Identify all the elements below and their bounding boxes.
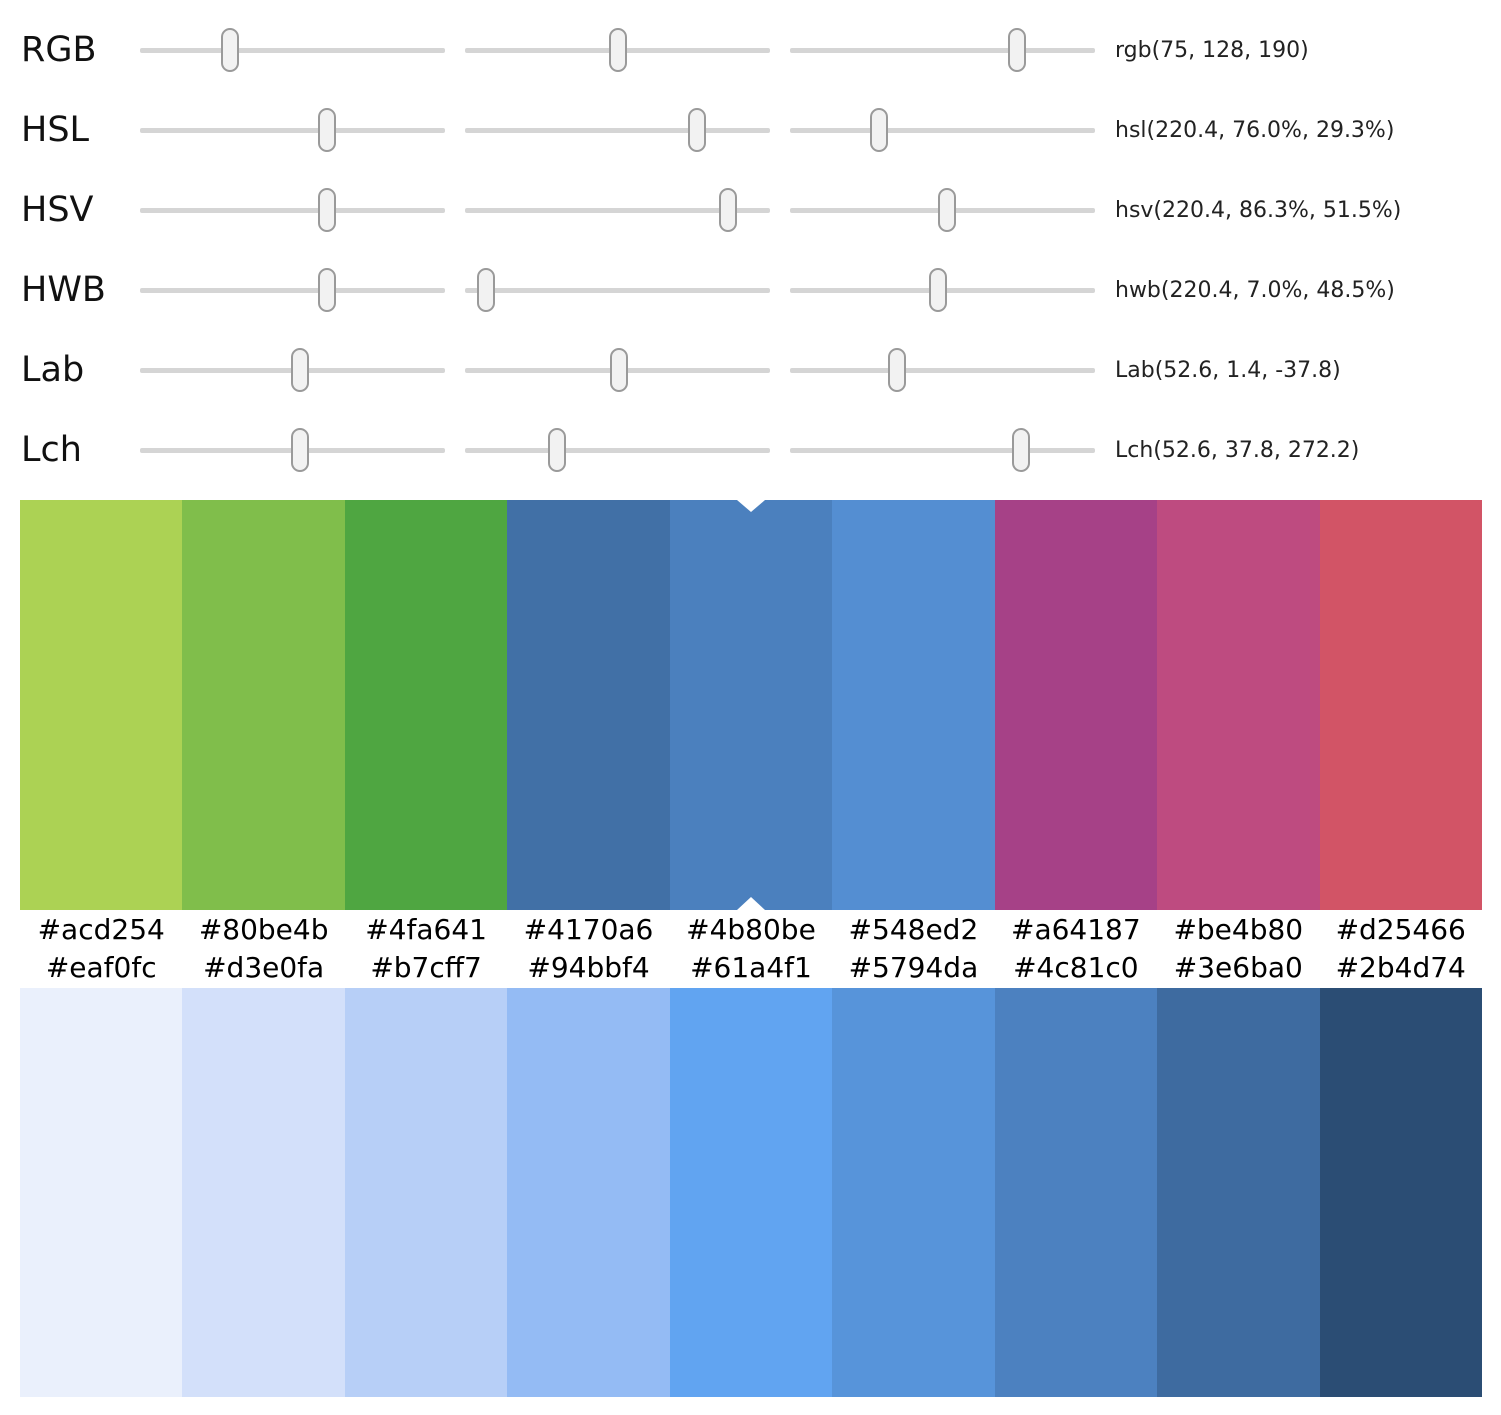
slider-thumb[interactable] bbox=[719, 188, 738, 232]
palette-swatch[interactable] bbox=[1319, 500, 1482, 910]
hex-label: #4fa641 bbox=[365, 913, 487, 946]
lch-slider-track-3[interactable] bbox=[790, 428, 1095, 472]
selection-marker-bottom bbox=[736, 897, 765, 910]
hex-label: #80be4b bbox=[198, 913, 329, 946]
color-value-text: hsv(220.4, 86.3%, 51.5%) bbox=[1115, 197, 1402, 223]
lab-slider-track-1[interactable] bbox=[140, 348, 445, 392]
palette-swatch[interactable] bbox=[1157, 500, 1320, 910]
slider-thumb[interactable] bbox=[888, 348, 907, 392]
slider-row-lch: Lch Lch(52.6, 37.8, 272.2) bbox=[0, 410, 1401, 490]
rgb-slider-track-2[interactable] bbox=[465, 28, 770, 72]
hsl-slider-track-3[interactable] bbox=[790, 108, 1095, 152]
slider-thumb[interactable] bbox=[870, 108, 889, 152]
hex-label: #acd254 bbox=[37, 913, 165, 946]
palette-swatch[interactable] bbox=[832, 500, 995, 910]
hsl-slider-track-1[interactable] bbox=[140, 108, 445, 152]
palette-swatch[interactable] bbox=[669, 988, 833, 1397]
slider-row-hsl: HSL hsl(220.4, 76.0%, 29.3%) bbox=[0, 90, 1401, 170]
colorspace-label: HWB bbox=[21, 270, 106, 310]
hsv-slider-track-1[interactable] bbox=[140, 188, 445, 232]
palette-swatch[interactable] bbox=[344, 988, 508, 1397]
slider-row-lab: Lab Lab(52.6, 1.4, -37.8) bbox=[0, 330, 1401, 410]
colorspace-label: HSL bbox=[21, 110, 90, 150]
selection-marker-top bbox=[736, 500, 765, 512]
slider-thumb[interactable] bbox=[291, 428, 310, 472]
slider-thumb[interactable] bbox=[317, 108, 336, 152]
slider-thumb[interactable] bbox=[477, 268, 496, 312]
palette-swatch[interactable] bbox=[1319, 988, 1482, 1397]
hex-label: #5794da bbox=[848, 951, 979, 984]
slider-row-hsv: HSV hsv(220.4, 86.3%, 51.5%) bbox=[0, 170, 1401, 250]
color-value-text: rgb(75, 128, 190) bbox=[1115, 37, 1309, 63]
slider-thumb[interactable] bbox=[610, 348, 629, 392]
hwb-slider-track-2[interactable] bbox=[465, 268, 770, 312]
hex-label: #a64187 bbox=[1010, 913, 1141, 946]
colorspace-label: HSV bbox=[21, 190, 94, 230]
slider-thumb[interactable] bbox=[687, 108, 706, 152]
slider-thumb[interactable] bbox=[609, 28, 628, 72]
hex-label: #b7cff7 bbox=[370, 951, 482, 984]
colorspace-label: RGB bbox=[21, 30, 97, 70]
palette-lightness-scale bbox=[20, 988, 1482, 1397]
lch-slider-track-2[interactable] bbox=[465, 428, 770, 472]
color-value-text: hsl(220.4, 76.0%, 29.3%) bbox=[1115, 117, 1395, 143]
hex-labels-lightness-scale: #eaf0fc #d3e0fa #b7cff7 #94bbf4 #61a4f1 … bbox=[20, 948, 1482, 988]
palette-swatch[interactable] bbox=[994, 988, 1158, 1397]
hex-label: #4170a6 bbox=[523, 913, 654, 946]
hex-label: #94bbf4 bbox=[527, 951, 650, 984]
color-value-text: Lch(52.6, 37.8, 272.2) bbox=[1115, 437, 1360, 463]
hsv-slider-track-3[interactable] bbox=[790, 188, 1095, 232]
slider-row-hwb: HWB hwb(220.4, 7.0%, 48.5%) bbox=[0, 250, 1401, 330]
slider-thumb[interactable] bbox=[928, 268, 947, 312]
colorspace-label: Lch bbox=[21, 430, 82, 470]
color-value-text: hwb(220.4, 7.0%, 48.5%) bbox=[1115, 277, 1395, 303]
slider-thumb[interactable] bbox=[1008, 28, 1027, 72]
hwb-slider-track-3[interactable] bbox=[790, 268, 1095, 312]
hwb-slider-track-1[interactable] bbox=[140, 268, 445, 312]
hex-label: #61a4f1 bbox=[690, 951, 812, 984]
slider-row-rgb: RGB rgb(75, 128, 190) bbox=[0, 10, 1401, 90]
palette-swatch[interactable] bbox=[20, 500, 183, 910]
slider-thumb[interactable] bbox=[317, 268, 336, 312]
palette-swatch[interactable] bbox=[994, 500, 1158, 910]
lch-slider-track-1[interactable] bbox=[140, 428, 445, 472]
palette-swatch[interactable] bbox=[832, 988, 995, 1397]
slider-thumb[interactable] bbox=[291, 348, 310, 392]
hsl-slider-track-2[interactable] bbox=[465, 108, 770, 152]
slider-thumb[interactable] bbox=[220, 28, 239, 72]
palette-swatch-selected[interactable] bbox=[669, 500, 833, 910]
palette-swatch[interactable] bbox=[182, 988, 345, 1397]
colorspace-label: Lab bbox=[21, 350, 85, 390]
palette-hue-scale bbox=[20, 500, 1482, 910]
palette-swatch[interactable] bbox=[507, 500, 670, 910]
lab-slider-track-3[interactable] bbox=[790, 348, 1095, 392]
slider-thumb[interactable] bbox=[548, 428, 567, 472]
hex-label: #d25466 bbox=[1335, 913, 1466, 946]
hex-label: #548ed2 bbox=[848, 913, 979, 946]
hex-labels-hue-scale: #acd254 #80be4b #4fa641 #4170a6 #4b80be … bbox=[20, 910, 1482, 950]
palette-swatch[interactable] bbox=[1157, 988, 1320, 1397]
palette-swatch[interactable] bbox=[20, 988, 183, 1397]
color-value-text: Lab(52.6, 1.4, -37.8) bbox=[1115, 357, 1341, 383]
slider-section: RGB rgb(75, 128, 190) HSL hsl(220.4, 76.… bbox=[0, 10, 1401, 490]
slider-thumb[interactable] bbox=[938, 188, 957, 232]
hex-label: #be4b80 bbox=[1173, 913, 1304, 946]
hsv-slider-track-2[interactable] bbox=[465, 188, 770, 232]
palette-swatch[interactable] bbox=[507, 988, 670, 1397]
rgb-slider-track-1[interactable] bbox=[140, 28, 445, 72]
hex-label: #d3e0fa bbox=[203, 951, 325, 984]
hex-label: #2b4d74 bbox=[1335, 951, 1466, 984]
rgb-slider-track-3[interactable] bbox=[790, 28, 1095, 72]
slider-thumb[interactable] bbox=[1011, 428, 1030, 472]
hex-label: #3e6ba0 bbox=[1173, 951, 1303, 984]
palette-swatch[interactable] bbox=[344, 500, 508, 910]
hex-label: #4c81c0 bbox=[1013, 951, 1139, 984]
hex-label: #4b80be bbox=[686, 913, 816, 946]
hex-label: #eaf0fc bbox=[45, 951, 157, 984]
slider-thumb[interactable] bbox=[317, 188, 336, 232]
palette-swatch[interactable] bbox=[182, 500, 345, 910]
lab-slider-track-2[interactable] bbox=[465, 348, 770, 392]
